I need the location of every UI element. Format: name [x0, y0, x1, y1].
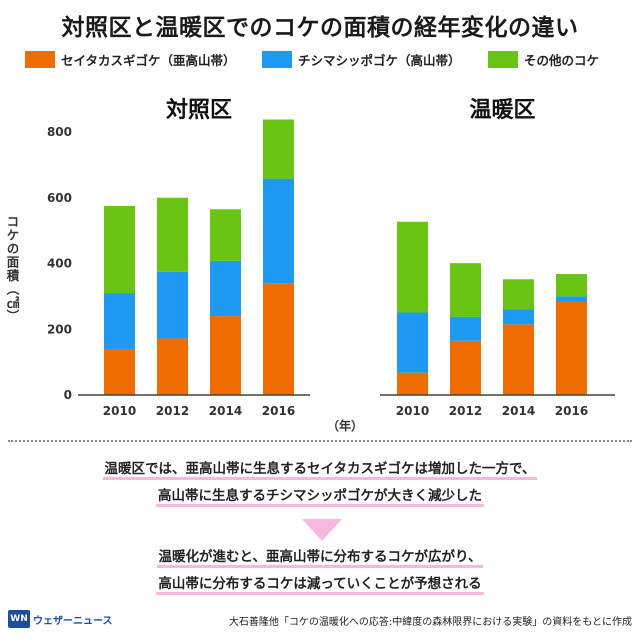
bar-segment: [104, 348, 135, 395]
legend-label: チシマシッポゴケ（高山帯）: [298, 53, 461, 68]
x-tick-label: 2010: [103, 404, 136, 418]
y-tick-label: 400: [47, 257, 72, 271]
logo-mark: WN: [8, 610, 30, 628]
logo-text: ウェザーニュース: [33, 615, 113, 627]
bar-segment: [157, 338, 188, 395]
y-tick-label: 0: [64, 388, 72, 402]
bar-segment: [263, 119, 294, 179]
x-tick-label: 2016: [555, 404, 588, 418]
y-tick-label: 600: [47, 191, 72, 205]
legend-item-chishima: チシマシッポゴケ（高山帯）: [262, 50, 461, 69]
stacked-bar-charts: 対照区 2010 2012 2014 2016 温暖区 2010 2012 2014 2016 0 2…: [5, 98, 615, 433]
bar-segment: [210, 260, 241, 317]
bar-segment: [263, 178, 294, 284]
summary-line-1: 温暖区では、亜高山帯に生息するセイタカスギゴケは増加した一方で、: [0, 456, 640, 483]
x-tick-label: 2012: [449, 404, 482, 418]
bar-segment: [503, 324, 534, 395]
legend-swatch-blue: [262, 51, 292, 68]
bar-segment: [450, 263, 481, 317]
bar-segment: [503, 279, 534, 310]
bar-segment: [556, 301, 587, 395]
bar-segment: [397, 372, 428, 395]
bar-segment: [104, 293, 135, 349]
x-tick-label: 2010: [396, 404, 429, 418]
x-tick-label: 2016: [262, 404, 295, 418]
legend-label: セイタカスギゴケ（亜高山帯）: [61, 53, 236, 68]
summary-line-2: 高山帯に生息するチシマシッポゴケが大きく減少した: [0, 483, 640, 510]
legend-label: その他のコケ: [524, 53, 600, 68]
bar-segment: [157, 271, 188, 339]
bar-segment: [210, 209, 241, 261]
source-note: 大石善隆他「コケの温暖化への応答:中緯度の森林限界における実験」の資料をもとに作…: [228, 617, 632, 628]
y-tick-label: 200: [47, 322, 72, 336]
x-axis-label: （年）: [327, 418, 363, 433]
panel-title: 対照区: [166, 98, 232, 123]
legend-item-seitaka: セイタカスギゴケ（亜高山帯）: [25, 50, 236, 69]
down-arrow-icon: [302, 519, 342, 541]
x-tick-label: 2012: [156, 404, 189, 418]
bar-segment: [556, 296, 587, 302]
legend-item-other: その他のコケ: [488, 50, 599, 69]
x-tick-label: 2014: [502, 404, 535, 418]
panel-title: 温暖区: [469, 98, 535, 123]
dotted-divider: [8, 440, 632, 442]
y-axis-label: コケの面積（㎠）: [5, 215, 20, 323]
summary-line-3: 温暖化が進むと、亜高山帯に分布するコケが広がり、: [0, 544, 640, 571]
legend: セイタカスギゴケ（亜高山帯） チシマシッポゴケ（高山帯） その他のコケ: [0, 50, 640, 72]
bar-segment: [263, 283, 294, 395]
bar-segment: [397, 221, 428, 313]
bar-segment: [157, 197, 188, 272]
bar-segment: [503, 309, 534, 325]
bar-segment: [397, 312, 428, 373]
y-tick-label: 800: [47, 125, 72, 139]
bar-segment: [104, 205, 135, 294]
page-title: 対照区と温暖区でのコケの面積の経年変化の違い: [61, 15, 579, 41]
bar-segment: [450, 340, 481, 395]
summary-line-4: 高山帯に分布するコケは減っていくことが予想される: [0, 571, 640, 598]
weathernews-logo: WN ウェザーニュース: [8, 610, 113, 628]
bar-segment: [210, 316, 241, 395]
legend-swatch-green: [488, 51, 518, 68]
x-tick-label: 2014: [209, 404, 242, 418]
legend-swatch-orange: [25, 51, 55, 68]
bar-segment: [450, 316, 481, 341]
bar-segment: [556, 274, 587, 297]
